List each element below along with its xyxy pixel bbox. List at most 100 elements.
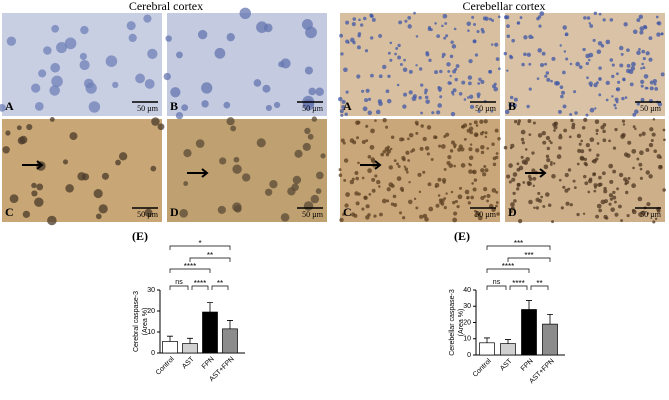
nucleus — [363, 195, 368, 200]
scale-label: 50 µm — [640, 104, 662, 113]
nucleus — [523, 52, 527, 57]
nucleus — [597, 41, 603, 46]
nucleus — [424, 91, 427, 95]
nucleus — [439, 201, 443, 205]
nucleus — [339, 109, 344, 114]
nucleus — [493, 82, 497, 86]
nucleus — [593, 82, 598, 88]
nucleus — [544, 62, 548, 66]
nucleus — [520, 155, 524, 159]
nucleus — [287, 187, 296, 196]
micrograph — [167, 119, 327, 222]
nucleus — [428, 206, 434, 212]
arrow — [525, 168, 547, 178]
nucleus — [640, 79, 645, 84]
nucleus — [484, 131, 488, 135]
nucleus — [649, 86, 654, 91]
nucleus — [467, 29, 470, 32]
nucleus — [609, 179, 614, 185]
nucleus — [582, 47, 586, 52]
nucleus — [493, 86, 499, 92]
nucleus — [598, 77, 602, 80]
nucleus — [589, 137, 595, 143]
nucleus — [376, 179, 381, 185]
nucleus — [26, 123, 33, 131]
nucleus — [438, 89, 442, 93]
nucleus — [528, 62, 532, 66]
nucleus — [516, 167, 521, 172]
nucleus — [452, 69, 457, 74]
nucleus — [374, 174, 378, 178]
nucleus — [384, 146, 389, 152]
nucleus — [419, 146, 424, 151]
nucleus — [508, 103, 513, 108]
nucleus — [422, 170, 426, 174]
arrow — [360, 160, 382, 170]
bar — [521, 309, 537, 356]
nucleus — [370, 128, 375, 134]
nucleus — [446, 62, 451, 67]
panel-letter: A — [5, 99, 14, 113]
nucleus — [598, 66, 602, 70]
nucleus — [593, 189, 597, 193]
bar — [542, 323, 558, 356]
nucleus — [367, 154, 372, 159]
nucleus — [6, 36, 17, 46]
nucleus — [473, 23, 476, 26]
nucleus — [602, 123, 607, 127]
nucleus — [396, 162, 399, 166]
nucleus — [504, 109, 510, 115]
nucleus — [397, 165, 401, 169]
nucleus — [597, 182, 602, 188]
nucleus — [315, 171, 324, 180]
nucleus — [629, 82, 634, 87]
nucleus — [472, 170, 476, 174]
nucleus — [358, 18, 361, 22]
nucleus — [527, 181, 532, 186]
significance-bracket — [169, 268, 211, 273]
nucleus — [660, 32, 664, 36]
significance-bracket — [486, 268, 530, 273]
nucleus — [233, 156, 240, 163]
error-bar — [484, 337, 490, 343]
nucleus — [437, 177, 442, 182]
nucleus — [443, 167, 447, 171]
nucleus — [98, 204, 108, 214]
nucleus — [569, 112, 573, 117]
panel-letter: D — [170, 205, 179, 219]
nucleus — [522, 181, 526, 184]
nucleus — [378, 101, 383, 107]
nucleus — [491, 19, 495, 22]
nucleus — [447, 155, 452, 160]
nucleus — [310, 194, 320, 204]
nucleus — [365, 88, 370, 93]
nucleus — [31, 190, 38, 197]
nucleus — [387, 74, 391, 79]
nucleus — [436, 34, 441, 39]
nucleus — [135, 73, 145, 84]
nucleus — [390, 135, 395, 139]
nucleus — [542, 205, 546, 208]
nucleus — [583, 174, 587, 179]
nucleus — [415, 131, 419, 135]
arrow — [187, 168, 209, 178]
nucleus — [219, 157, 227, 165]
nucleus — [559, 44, 562, 47]
nucleus — [517, 119, 522, 123]
nucleus — [552, 162, 556, 165]
nucleus — [556, 154, 562, 159]
nucleus — [454, 77, 458, 82]
nucleus — [440, 144, 446, 149]
nucleus — [407, 15, 412, 20]
nucleus — [452, 200, 456, 205]
nucleus — [370, 73, 374, 78]
nucleus — [602, 171, 606, 176]
nucleus — [636, 157, 640, 161]
nucleus — [398, 211, 403, 215]
nucleus — [614, 106, 618, 110]
nucleus — [417, 172, 422, 177]
nucleus — [546, 77, 551, 82]
nucleus — [545, 71, 550, 75]
nucleus — [466, 128, 471, 133]
